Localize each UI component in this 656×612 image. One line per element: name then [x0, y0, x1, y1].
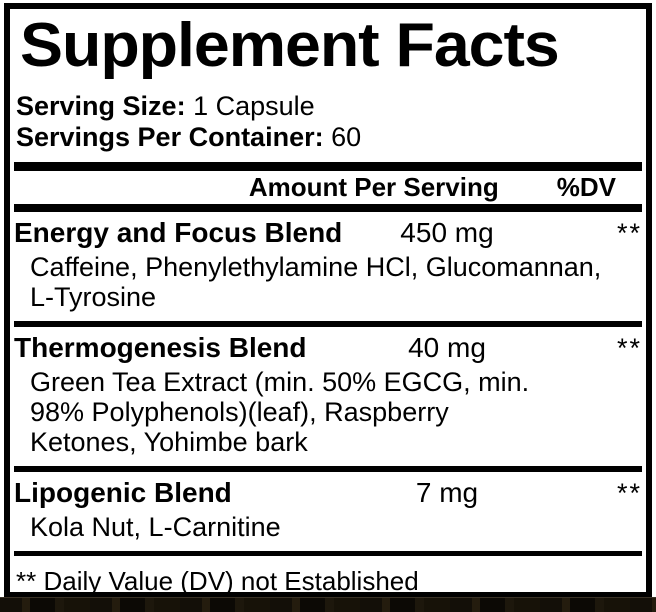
serving-info: Serving Size: 1 Capsule Servings Per Con…: [16, 91, 642, 153]
serving-size-line: Serving Size: 1 Capsule: [16, 91, 642, 122]
bottle-background-strip: [0, 597, 656, 612]
supplement-facts-panel: Supplement Facts Serving Size: 1 Capsule…: [4, 3, 652, 598]
blend-ingredients: Kola Nut, L-Carnitine: [30, 512, 281, 542]
facts-header-row: Amount Per Serving %DV: [14, 162, 642, 212]
serving-size-label: Serving Size:: [16, 91, 186, 121]
blend-amount: 450 mg: [400, 217, 494, 248]
dv-footnote: ** Daily Value (DV) not Established: [16, 566, 419, 596]
serving-size-value: 1 Capsule: [193, 91, 315, 121]
blend-dv-asterisks: **: [616, 478, 642, 508]
blend-row: Energy and Focus Blend 450 mg **: [14, 216, 642, 250]
blend-ingredients: Green Tea Extract (min. 50% EGCG, min. 9…: [30, 367, 530, 457]
blend-name: Lipogenic Blend: [14, 477, 232, 508]
blend-row: Thermogenesis Blend 40 mg **: [14, 331, 642, 365]
servings-per-container-line: Servings Per Container: 60: [16, 122, 642, 153]
blend-dv-asterisks: **: [616, 218, 642, 248]
blend-dv-asterisks: **: [616, 333, 642, 363]
blend-row: Lipogenic Blend 7 mg **: [14, 476, 642, 510]
servings-per-container-label: Servings Per Container:: [16, 122, 324, 152]
blend-name: Energy and Focus Blend: [14, 217, 343, 248]
percent-dv-header: %DV: [556, 172, 616, 202]
amount-per-serving-header: Amount Per Serving: [248, 172, 499, 202]
blend-section-energy-focus: Energy and Focus Blend 450 mg ** Caffein…: [14, 212, 642, 327]
blend-section-thermogenesis: Thermogenesis Blend 40 mg ** Green Tea E…: [14, 327, 642, 472]
panel-title: Supplement Facts: [20, 11, 560, 80]
blend-amount: 40 mg: [408, 332, 486, 363]
blend-ingredients: Caffeine, Phenylethylamine HCl, Glucoman…: [30, 252, 602, 312]
servings-per-container-value: 60: [331, 122, 362, 152]
blend-name: Thermogenesis Blend: [14, 332, 307, 363]
blend-amount: 7 mg: [415, 477, 479, 508]
blend-section-lipogenic: Lipogenic Blend 7 mg ** Kola Nut, L-Carn…: [14, 472, 642, 556]
